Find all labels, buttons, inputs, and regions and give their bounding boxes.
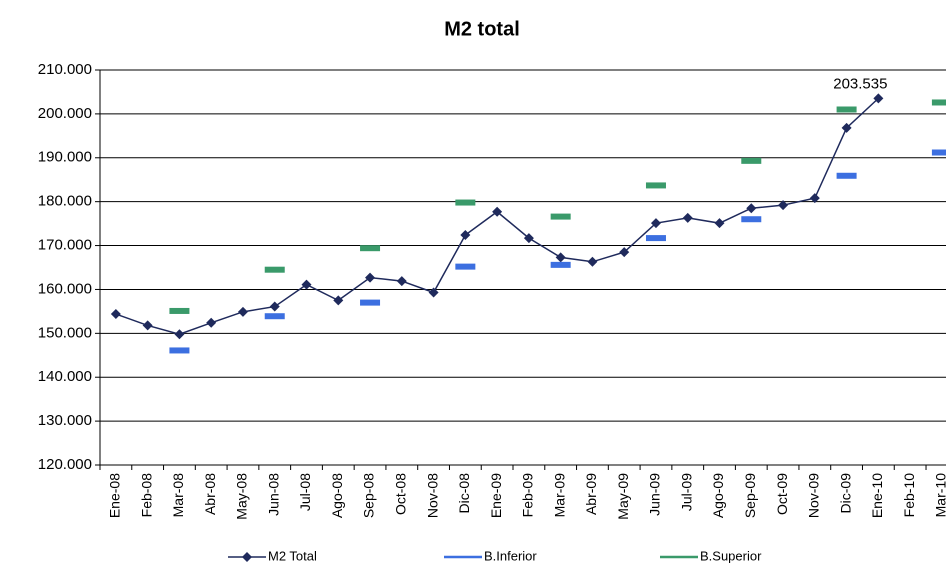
x-tick-label: Sep-08 (361, 473, 377, 518)
band-marker (169, 347, 190, 354)
x-tick-label: Ago-08 (329, 473, 345, 518)
point-marker (682, 212, 693, 223)
x-tick-label: Ago-09 (710, 473, 726, 518)
y-tick-label: 130.000 (38, 412, 92, 429)
band-marker (645, 182, 666, 189)
legend-label: B.Superior (700, 548, 762, 563)
point-marker (428, 287, 439, 298)
point-marker (110, 309, 121, 320)
y-tick-label: 190.000 (38, 149, 92, 166)
y-tick-label: 170.000 (38, 237, 92, 254)
x-tick-label: Jun-08 (265, 473, 281, 516)
x-tick-label: Oct-09 (774, 473, 790, 515)
point-marker (396, 276, 407, 287)
y-tick-label: 180.000 (38, 193, 92, 210)
band-marker (169, 307, 190, 314)
legend-marker (242, 552, 252, 562)
point-marker (746, 203, 757, 214)
point-marker (460, 230, 471, 241)
point-marker (714, 218, 725, 229)
band-marker (264, 313, 285, 320)
x-tick-label: Ene-08 (107, 473, 123, 518)
y-tick-label: 210.000 (38, 61, 92, 78)
data-label: 203.535 (833, 75, 887, 92)
band-marker (931, 149, 946, 156)
x-tick-label: Feb-08 (138, 473, 154, 518)
y-tick-label: 200.000 (38, 105, 92, 122)
band-marker (550, 213, 571, 220)
x-tick-label: Oct-08 (393, 473, 409, 515)
point-marker (873, 93, 884, 104)
x-tick-label: Feb-10 (901, 473, 917, 518)
x-tick-label: May-08 (234, 473, 250, 520)
point-marker (269, 301, 280, 312)
y-tick-label: 160.000 (38, 280, 92, 297)
point-marker (841, 122, 852, 133)
band-marker (836, 106, 857, 113)
point-marker (492, 206, 503, 217)
point-marker (523, 233, 534, 244)
point-marker (237, 306, 248, 317)
band-marker (455, 263, 476, 270)
x-tick-label: Abr-08 (202, 473, 218, 515)
point-marker (206, 317, 217, 328)
x-tick-label: Nov-08 (424, 473, 440, 518)
point-marker (142, 320, 153, 331)
x-tick-label: Jun-09 (647, 473, 663, 516)
x-tick-label: Nov-09 (806, 473, 822, 518)
x-tick-label: Ene-09 (488, 473, 504, 518)
point-marker (174, 329, 185, 340)
x-tick-label: Ene-10 (869, 473, 885, 518)
x-tick-label: Abr-09 (583, 473, 599, 515)
x-tick-label: Sep-09 (742, 473, 758, 518)
band-marker (836, 172, 857, 179)
band-marker (645, 235, 666, 242)
point-marker (650, 218, 661, 229)
point-marker (555, 252, 566, 263)
point-marker (301, 279, 312, 290)
band-marker (741, 216, 762, 223)
band-marker (455, 199, 476, 206)
point-marker (333, 295, 344, 306)
point-marker (778, 200, 789, 211)
x-tick-label: Dic-08 (456, 473, 472, 514)
x-tick-label: Feb-09 (520, 473, 536, 518)
chart-title: M2 total (444, 18, 520, 40)
point-marker (587, 256, 598, 267)
x-tick-label: Jul-08 (297, 473, 313, 511)
band-marker (741, 157, 762, 164)
y-tick-label: 120.000 (38, 456, 92, 473)
y-tick-label: 140.000 (38, 368, 92, 385)
band-marker (264, 266, 285, 273)
x-tick-label: Jul-09 (678, 473, 694, 511)
band-marker (360, 245, 381, 252)
x-tick-label: Mar-09 (551, 473, 567, 518)
x-tick-label: Mar-08 (170, 473, 186, 518)
point-marker (809, 193, 820, 204)
band-marker (931, 99, 946, 106)
x-tick-label: May-09 (615, 473, 631, 520)
legend-label: M2 Total (268, 548, 317, 563)
x-tick-label: Mar-10 (933, 473, 946, 518)
band-marker (360, 299, 381, 306)
point-marker (365, 272, 376, 283)
band-marker (550, 261, 571, 268)
y-tick-label: 150.000 (38, 324, 92, 341)
legend-label: B.Inferior (484, 548, 537, 563)
x-tick-label: Dic-09 (837, 473, 853, 514)
point-marker (619, 247, 630, 258)
